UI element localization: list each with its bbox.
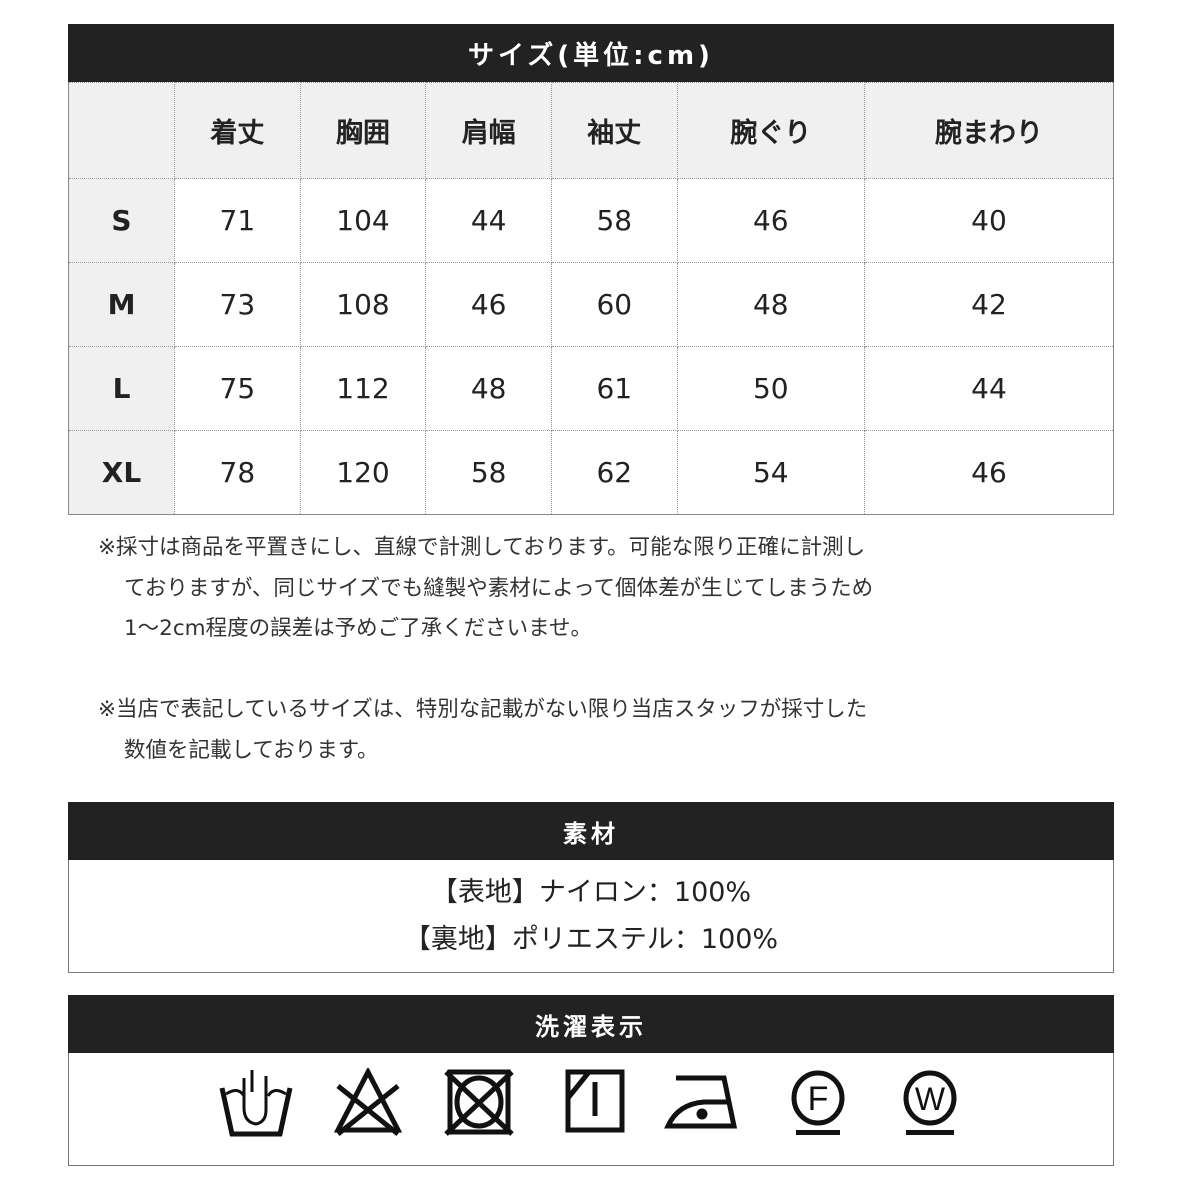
wet-clean-w-icon: W (903, 1070, 957, 1135)
measurement-cell: 108 (299, 262, 427, 347)
size-table: 着丈 胸囲 肩幅 袖丈 腕ぐり 腕まわり S 71 104 44 58 46 40 M 73 10… (68, 82, 1115, 515)
measurement-cell: 46 (863, 430, 1115, 515)
measurement-cell: 58 (425, 430, 552, 515)
iron-low-icon (664, 1075, 738, 1129)
dry-clean-letter: F (808, 1080, 829, 1118)
measurement-cell: 60 (550, 262, 678, 347)
no-bleach-icon (333, 1068, 403, 1136)
material-title: 素材 (68, 802, 1114, 860)
header-cell: 肩幅 (425, 82, 552, 179)
no-tumble-dry-icon (444, 1069, 514, 1136)
measurement-cell: 104 (299, 178, 427, 263)
measurement-cell: 42 (863, 262, 1115, 347)
dry-clean-f-icon: F (791, 1070, 845, 1135)
material-box: 【表地】ナイロン：100% 【裏地】ポリエステル：100% (68, 860, 1114, 973)
measurement-cell: 120 (299, 430, 427, 515)
care-title: 洗濯表示 (68, 995, 1114, 1053)
table-row: L 75 112 48 61 50 44 (68, 346, 1115, 431)
measurement-cell: 73 (174, 262, 301, 347)
header-cell: 着丈 (174, 82, 301, 179)
measurement-cell: 44 (863, 346, 1115, 431)
material-outer: 【表地】ナイロン：100% (430, 877, 752, 908)
table-row: XL 78 120 58 62 54 46 (68, 430, 1115, 515)
measurement-cell: 44 (425, 178, 552, 263)
note-line: 数値を記載しております。 (124, 737, 379, 763)
care-box (68, 1053, 1114, 1166)
size-label: XL (68, 430, 175, 515)
header-cell (68, 82, 175, 179)
measurement-cell: 112 (299, 346, 427, 431)
measurement-cell: 50 (676, 346, 865, 431)
measurement-cell: 78 (174, 430, 301, 515)
note-line: 1～2cm程度の誤差は予めご了承くださいませ。 (124, 616, 592, 641)
note-line: ておりますが、同じサイズでも縫製や素材によって個体差が生じてしまうため (124, 575, 874, 601)
material-lining: 【裏地】ポリエステル：100% (403, 924, 779, 955)
note-line: ※当店で表記しているサイズは、特別な記載がない限り当店スタッフが採寸した (98, 697, 868, 722)
size-label: M (68, 262, 175, 347)
line-dry-shade-icon (565, 1069, 625, 1133)
wet-clean-letter: W (915, 1081, 946, 1117)
size-note: ※採寸は商品を平置きにし、直線で計測しております。可能な限り正確に計測し ており… (98, 528, 873, 650)
measurement-cell: 61 (550, 346, 678, 431)
size-label: S (68, 178, 175, 263)
size-table-title: サイズ(単位:cm) (68, 24, 1114, 82)
header-cell: 袖丈 (550, 82, 678, 179)
measurement-cell: 48 (676, 262, 865, 347)
table-header-row: 着丈 胸囲 肩幅 袖丈 腕ぐり 腕まわり (68, 82, 1115, 179)
measurement-cell: 46 (676, 178, 865, 263)
hand-wash-icon (219, 1070, 293, 1137)
header-cell: 胸囲 (299, 82, 427, 179)
table-row: S 71 104 44 58 46 40 (68, 178, 1115, 263)
measurement-cell: 71 (174, 178, 301, 263)
measurement-cell: 75 (174, 346, 301, 431)
measurement-cell: 54 (676, 430, 865, 515)
note-line: ※採寸は商品を平置きにし、直線で計測しております。可能な限り正確に計測し (98, 535, 866, 560)
measurement-cell: 62 (550, 430, 678, 515)
size-label: L (68, 346, 175, 431)
measurement-cell: 40 (863, 178, 1115, 263)
header-cell: 腕ぐり (676, 82, 865, 179)
measurement-cell: 46 (425, 262, 552, 347)
measurement-cell: 48 (425, 346, 552, 431)
table-row: M 73 108 46 60 48 42 (68, 262, 1115, 347)
measurement-cell: 58 (550, 178, 678, 263)
header-cell: 腕まわり (863, 82, 1115, 179)
size-note-2: ※当店で表記しているサイズは、特別な記載がない限り当店スタッフが採寸した 数値を… (98, 690, 867, 771)
